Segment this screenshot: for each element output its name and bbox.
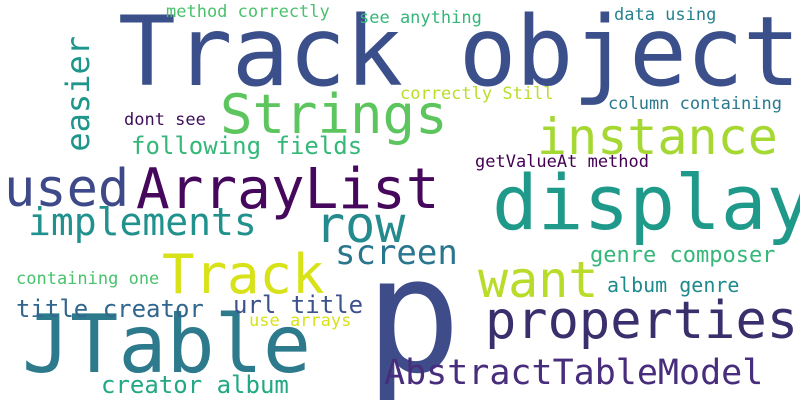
word-properties: properties bbox=[485, 291, 799, 351]
word-dont-see: dont see bbox=[124, 110, 206, 130]
word-implements: implements bbox=[28, 200, 257, 244]
word-genre-composer: genre composer bbox=[590, 243, 776, 268]
word-easier: easier bbox=[59, 36, 97, 152]
word-correctly-still: correctly Still bbox=[400, 84, 554, 104]
word-track: Track bbox=[162, 243, 325, 306]
word-p: p bbox=[365, 222, 462, 400]
word-following-fields: following fields bbox=[131, 132, 363, 160]
word-want: want bbox=[478, 251, 599, 309]
word-used: used bbox=[4, 159, 130, 219]
word-see-anything: see anything bbox=[359, 8, 482, 28]
word-jtable: JTable bbox=[22, 298, 311, 391]
word-abstracttablemodel: AbstractTableModel bbox=[384, 353, 764, 393]
word-creator-album: creator album bbox=[101, 371, 289, 399]
word-title-creator: title creator bbox=[16, 295, 204, 323]
word-instance: instance bbox=[537, 108, 778, 166]
word-track-object: Track object bbox=[118, 0, 800, 108]
word-url-title: url title bbox=[233, 291, 364, 319]
word-album-genre: album genre bbox=[607, 273, 740, 297]
word-column-containing: column containing bbox=[608, 94, 782, 114]
word-use-arrays: use arrays bbox=[249, 311, 352, 331]
word-data-using: data using bbox=[614, 5, 717, 25]
word-arraylist: ArrayList bbox=[136, 157, 440, 222]
word-containing-one: containing one bbox=[16, 269, 160, 289]
word-display: display bbox=[492, 158, 800, 247]
word-getvalueat-method: getValueAt method bbox=[475, 152, 649, 172]
word-screen: screen bbox=[335, 233, 458, 273]
word-method-correctly: method correctly bbox=[166, 2, 330, 22]
word-strings: Strings bbox=[220, 83, 448, 146]
word-row: row bbox=[315, 196, 406, 254]
